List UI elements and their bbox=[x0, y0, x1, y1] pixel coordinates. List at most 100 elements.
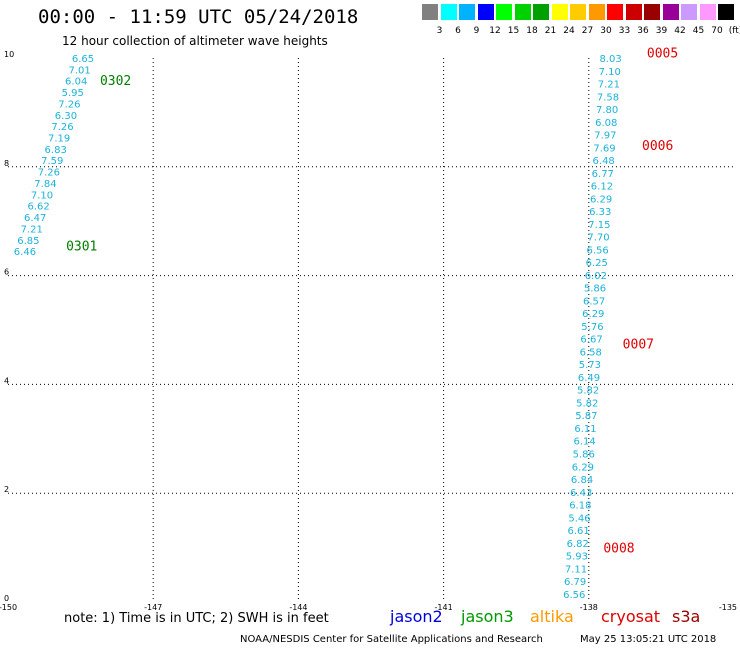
swh-value: 5.73 bbox=[579, 360, 601, 371]
swh-value: 7.10 bbox=[599, 67, 621, 78]
legend-label: 18 bbox=[526, 26, 538, 36]
page-title: 00:00 - 11:59 UTC 05/24/2018 bbox=[38, 6, 359, 28]
legend-label: 33 bbox=[618, 26, 631, 36]
legend-label: 21 bbox=[544, 26, 557, 36]
legend-swatch bbox=[440, 4, 457, 20]
mission-jason3: jason3 bbox=[461, 607, 514, 626]
swh-value: 6.79 bbox=[564, 577, 586, 588]
swh-value: 6.33 bbox=[589, 207, 611, 218]
credit-line: NOAA/NESDIS Center for Satellite Applica… bbox=[240, 634, 543, 645]
x-tick-label: -138 bbox=[580, 603, 598, 612]
swh-value: 6.49 bbox=[578, 373, 600, 384]
legend-swatch bbox=[570, 4, 586, 20]
swh-value: 7.21 bbox=[21, 224, 43, 235]
track-label: 0302 bbox=[100, 74, 131, 89]
map-grid bbox=[8, 58, 734, 602]
swh-value: 6.58 bbox=[580, 347, 602, 358]
swh-value: 6.08 bbox=[595, 118, 617, 129]
altimeter-passes: 6.466.857.216.476.627.107.847.267.596.83… bbox=[14, 54, 622, 601]
legend-label: (ft) bbox=[728, 26, 740, 36]
x-tick-label: -141 bbox=[435, 603, 453, 612]
x-tick-label: -135 bbox=[719, 603, 737, 612]
legend-label: 36 bbox=[637, 26, 649, 36]
x-tick-label: -144 bbox=[289, 603, 307, 612]
swh-value: 6.12 bbox=[591, 182, 613, 193]
legend-swatch bbox=[533, 4, 549, 20]
swh-value: 6.14 bbox=[574, 437, 596, 448]
legend-label: 3 bbox=[436, 26, 443, 36]
mission-jason2: jason2 bbox=[390, 607, 443, 626]
swh-value: 7.70 bbox=[587, 233, 609, 244]
swh-value: 6.84 bbox=[571, 475, 593, 486]
track-label: 0007 bbox=[623, 338, 654, 353]
legend-swatch bbox=[551, 4, 568, 20]
y-tick-label: 10 bbox=[4, 50, 14, 59]
legend-swatch bbox=[718, 4, 734, 20]
swh-value: 6.82 bbox=[567, 539, 589, 550]
swh-value: 6.77 bbox=[592, 169, 614, 180]
swh-value: 7.26 bbox=[38, 168, 60, 179]
swh-value: 5.82 bbox=[577, 386, 599, 397]
swh-value: 6.65 bbox=[72, 54, 94, 65]
y-tick-label: 6 bbox=[4, 268, 9, 277]
legend-label: 42 bbox=[674, 26, 686, 36]
swh-value: 7.26 bbox=[51, 122, 73, 133]
legend-label: 24 bbox=[563, 26, 575, 36]
axis-ticks: -150 -147 -144 -141 -138 -135 0 2 4 6 8 10 bbox=[0, 50, 737, 612]
y-tick-label: 4 bbox=[4, 376, 9, 385]
swh-value: 6.46 bbox=[14, 247, 36, 258]
swh-value: 7.69 bbox=[593, 143, 615, 154]
legend-swatch bbox=[699, 4, 716, 20]
legend-swatch bbox=[607, 4, 623, 20]
legend-swatch bbox=[514, 4, 531, 20]
legend-swatch bbox=[588, 4, 605, 20]
swh-value: 6.56 bbox=[563, 590, 585, 601]
legend-label: 15 bbox=[507, 26, 520, 36]
legend-swatch bbox=[644, 4, 660, 20]
track-label: 0008 bbox=[603, 542, 634, 557]
legend-swatch bbox=[459, 4, 475, 20]
swh-value: 5.76 bbox=[581, 322, 603, 333]
swh-value: 6.67 bbox=[580, 335, 602, 346]
y-tick-label: 8 bbox=[4, 159, 9, 168]
swh-value: 5.86 bbox=[573, 450, 595, 461]
legend-swatch bbox=[477, 4, 494, 20]
swh-value: 7.01 bbox=[68, 65, 90, 76]
track-label: 0006 bbox=[642, 139, 673, 154]
track-label: 0005 bbox=[647, 47, 678, 62]
swh-value: 6.29 bbox=[582, 309, 604, 320]
swh-value: 6.18 bbox=[569, 501, 591, 512]
swh-value: 7.10 bbox=[31, 190, 53, 201]
swh-value: 6.11 bbox=[574, 424, 596, 435]
swh-value: 6.02 bbox=[585, 271, 607, 282]
swh-value: 7.97 bbox=[594, 131, 616, 142]
legend-label: 27 bbox=[581, 26, 594, 36]
swh-value: 5.46 bbox=[568, 513, 590, 524]
legend-label: 30 bbox=[600, 26, 612, 36]
generation-timestamp: May 25 13:05:21 UTC 2018 bbox=[580, 634, 717, 645]
legend-swatch bbox=[422, 4, 438, 20]
legend-swatch bbox=[681, 4, 697, 20]
swh-value: 7.11 bbox=[565, 564, 587, 575]
altimeter-pass: 6.56 6.79 7.115.93 6.82 6.61 5.466.18 6.43 6.84… bbox=[563, 54, 622, 601]
mission-s3a: s3a bbox=[672, 607, 701, 626]
swh-value: 7.21 bbox=[598, 80, 620, 91]
swh-value: 7.59 bbox=[41, 156, 63, 167]
track-labels: 0301 0302 0005 0006 0007 0008 bbox=[66, 47, 678, 557]
page-subtitle: 12 hour collection of altimeter wave hei… bbox=[62, 34, 328, 48]
swh-value: 6.57 bbox=[583, 296, 605, 307]
footer-note: note: 1) Time is in UTC; 2) SWH is in fe… bbox=[64, 611, 329, 626]
legend-swatch bbox=[662, 4, 679, 20]
swh-value: 6.29 bbox=[590, 194, 612, 205]
swh-value: 6.43 bbox=[570, 488, 592, 499]
swh-value: 7.15 bbox=[588, 220, 610, 231]
swh-value: 6.25 bbox=[586, 258, 608, 269]
legend-label: 12 bbox=[489, 26, 501, 36]
mission-cryosat: cryosat bbox=[601, 607, 661, 626]
swh-value: 6.47 bbox=[24, 213, 46, 224]
x-tick-label: -150 bbox=[0, 603, 17, 612]
legend-label: 9 bbox=[473, 26, 480, 36]
legend-label: 6 bbox=[455, 26, 461, 36]
swh-value: 5.86 bbox=[584, 284, 606, 295]
